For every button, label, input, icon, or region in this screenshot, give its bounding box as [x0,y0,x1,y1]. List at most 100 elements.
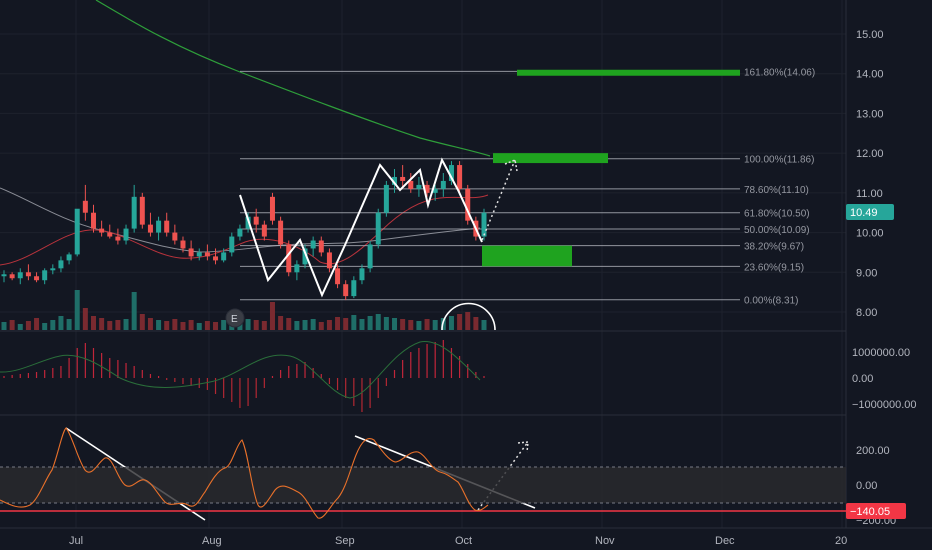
target-zones[interactable] [482,69,740,267]
volume-bar [74,290,80,330]
volume-bar [107,321,113,330]
macd-hist-bar [328,378,331,384]
cci-pane [0,427,846,519]
cci-tag-bg [846,503,906,519]
macd-hist-bar [263,378,265,388]
macd-histogram [3,340,485,412]
volume-circle-highlight[interactable] [441,302,496,331]
volume-bar [34,318,40,330]
cci-band [0,467,846,503]
candle-body [383,184,389,213]
macd-hist-bar [361,378,363,412]
rsi-projection-arrow[interactable] [477,441,529,511]
candle-body [50,268,56,271]
volume-bar [99,318,105,330]
candle-body [25,272,31,277]
candle-body [90,212,96,229]
macd-hist-bar [231,378,233,402]
macd-hist-bar [304,362,306,378]
price-axis[interactable]: 15.00 14.00 13.00 12.00 11.00 10.00 9.00 8.00 [856,29,884,319]
volume-bar [326,320,332,330]
candle-body [74,208,80,255]
time-axis-label: Dec [715,535,735,547]
macd-hist-bar [3,376,5,378]
earnings-marker[interactable]: E [225,308,245,328]
target-zone[interactable] [493,153,608,164]
volume-bar [123,319,129,330]
candle-body [58,260,64,269]
time-axis[interactable]: Jul Aug Sep Oct Nov Dec 20 [69,535,847,547]
ma200-line [95,0,491,157]
target-zone[interactable] [482,245,572,267]
price-axis-label: 10.00 [856,228,884,240]
macd-hist-bar [410,352,412,378]
macd-hist-bar [385,378,387,386]
volume-bar [400,319,406,330]
wave-pattern-line[interactable] [239,157,483,298]
candle-body [237,228,243,237]
macd-axis[interactable]: 1000000.00 0.00 −1000000.00 [852,347,917,411]
macd-hist-bar [271,376,274,378]
macd-axis-label: 1000000.00 [852,347,910,359]
candle-body [1,274,7,277]
volume-bar [147,318,153,330]
candle-body [343,284,349,297]
macd-hist-bar [44,370,46,378]
volume-bar [115,320,121,330]
candle-body [481,212,487,237]
candle-body [294,264,300,273]
volume-bar [1,322,7,330]
price-tag: 10.49 [846,204,894,220]
macd-hist-bar [11,375,13,378]
candle-body [172,232,178,241]
candle-body [42,270,48,281]
volume-bar [66,319,72,330]
volume-bar [359,319,365,330]
volume-bar [188,320,194,330]
macd-hist-bar [475,372,477,378]
candle-body [213,256,219,261]
volume-bar [156,320,162,330]
macd-hist-bar [109,358,111,378]
earnings-marker-circle[interactable] [225,308,245,328]
candle-body [107,232,113,237]
candle-body [229,236,235,253]
time-axis-label: 20 [835,535,847,547]
volume-bar [278,316,284,330]
cci-line [0,427,489,519]
time-axis-label: Aug [202,535,222,547]
candle-body [147,224,153,233]
macd-hist-bar [280,370,282,378]
cci-tag-text: −140.05 [850,506,890,518]
volume-bar [221,320,227,330]
macd-hist-bar [393,370,396,378]
macd-hist-bar [68,358,70,378]
volume-bar [204,321,210,330]
target-zone[interactable] [517,69,740,76]
macd-hist-bar [52,368,54,378]
volume-bar [82,308,88,330]
macd-hist-bar [190,378,192,386]
macd-hist-bar [149,374,152,378]
fib-retracement[interactable]: 161.80%(14.06) 100.00%(11.86) 78.60%(11.10… [240,67,815,307]
volume-bar [213,322,219,330]
macd-hist-bar [255,378,257,398]
cci-axis-label: 200.00 [856,445,890,457]
projection-arrow[interactable] [481,159,516,241]
volume-bar [42,323,48,330]
candle-body [66,254,72,261]
macd-hist-bar [198,378,200,388]
macd-hist-bar [336,378,339,390]
candle-body [375,212,381,245]
fib-level-label: 23.60%(9.15) [744,262,804,273]
candle-body [269,196,275,221]
volume-bar [139,314,145,330]
volume-bar [164,321,170,330]
volume-bar [457,314,463,330]
candle-body [164,220,170,233]
candle-body [424,184,430,193]
candle-body [465,188,471,221]
macd-hist-bar [35,372,38,378]
